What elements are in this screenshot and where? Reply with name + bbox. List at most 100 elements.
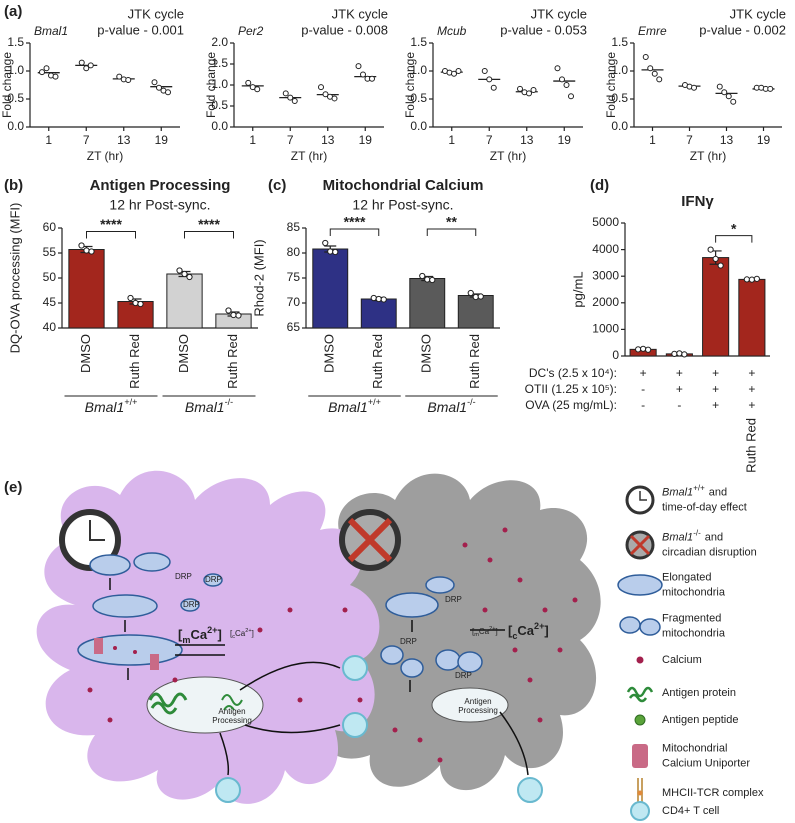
chart-subtitle: 12 hr Post-sync. — [109, 197, 210, 213]
x-tick-label: DMSO — [78, 334, 93, 373]
text-part: 2+ — [245, 628, 251, 634]
significance-label: * — [731, 220, 737, 236]
gene-name: Mcub — [437, 24, 467, 38]
text-part: -/- — [225, 397, 234, 407]
bar — [409, 278, 446, 329]
data-point — [753, 275, 760, 282]
y-tick-label: 0 — [612, 348, 619, 362]
y-tick-label: 1.0 — [7, 63, 24, 77]
y-tick-label: 0.5 — [611, 91, 628, 105]
mitochondrion — [203, 573, 223, 587]
condition-mark: - — [677, 398, 681, 412]
data-point — [370, 294, 377, 302]
gene-name: Emre — [638, 24, 667, 38]
data-point — [642, 54, 649, 60]
significance-label: **** — [100, 216, 122, 232]
mitochondrion — [425, 576, 455, 594]
data-point — [517, 85, 523, 92]
x-tick-label: 13 — [720, 133, 734, 147]
data-point — [563, 82, 570, 88]
text-part: Ca — [235, 629, 246, 638]
data-point — [490, 84, 497, 91]
significance-label: **** — [198, 216, 220, 232]
group-label: Bmal1-/- — [427, 397, 475, 414]
data-point — [743, 276, 750, 283]
significance-bracket — [184, 231, 234, 239]
x-tick-label: Ruth Red — [467, 334, 482, 389]
y-tick-label: 0.0 — [410, 119, 427, 133]
y-tick-label: 1.5 — [211, 56, 228, 70]
chart-title: IFNγ — [681, 193, 714, 210]
y-tick-label: 65 — [287, 320, 301, 334]
data-point — [419, 272, 426, 280]
data-point — [451, 70, 457, 77]
mitochondrion — [385, 592, 439, 618]
data-point — [676, 350, 683, 357]
x-axis-label: ZT (hr) — [291, 149, 327, 163]
data-point — [225, 307, 232, 314]
y-tick-label: 70 — [287, 295, 301, 309]
text-part: Bmal1 — [328, 399, 368, 415]
data-point — [291, 97, 298, 104]
text-part: Ca — [479, 627, 490, 636]
y-axis-label: Fold change — [204, 52, 218, 118]
significance-label: ** — [446, 214, 457, 230]
data-point — [635, 346, 642, 353]
gene-name: Bmal1 — [34, 24, 68, 38]
annotation: JTK cycle — [332, 6, 388, 21]
y-tick-label: 1.0 — [211, 77, 228, 91]
bar — [68, 249, 105, 329]
text-part: m — [182, 635, 190, 645]
text-part: and — [709, 486, 727, 498]
panel-label: (c) — [268, 177, 286, 194]
chart-title: Mitochondrial Calcium — [323, 177, 484, 194]
legend-label: Mitochondrial — [662, 742, 727, 754]
calcium-dots — [87, 527, 578, 763]
y-axis-label: DQ-OVA processing (MFI) — [7, 203, 22, 354]
data-point — [125, 76, 132, 83]
text-part: Bmal1 — [185, 399, 225, 415]
gene-name: Per2 — [238, 24, 264, 38]
x-tick-label: 19 — [155, 133, 169, 147]
y-tick-label: 1000 — [592, 322, 619, 336]
data-point — [230, 311, 237, 319]
text-part: -/- — [693, 528, 701, 537]
data-point — [691, 84, 697, 91]
x-tick-label: DMSO — [322, 334, 337, 373]
data-point — [429, 276, 436, 284]
y-tick-label: 1.5 — [410, 35, 427, 49]
condition-mark: - — [641, 398, 645, 412]
legend-label: CD4+ T cell — [662, 805, 719, 817]
x-tick-label: 1 — [649, 133, 656, 147]
y-axis-label: Fold change — [604, 52, 618, 118]
y-tick-label: 45 — [43, 295, 57, 309]
text-part: Bmal1 — [662, 486, 693, 498]
mitochondrion — [400, 658, 424, 678]
y-tick-label: 85 — [287, 220, 301, 234]
legend-icons — [617, 485, 663, 808]
text-part: [ — [230, 629, 233, 638]
y-tick-label: 0.0 — [611, 119, 628, 133]
data-point — [554, 65, 561, 72]
text-part: m — [474, 632, 479, 638]
text-part: Ca — [190, 627, 207, 642]
diagram: DRP DRP DRP DRP DRP DRP Antigen Processi… — [36, 470, 663, 808]
data-point — [83, 65, 90, 72]
drp-label: DRP — [175, 572, 192, 581]
y-tick-label: 0.0 — [7, 119, 24, 133]
condition-mark: + — [748, 366, 755, 380]
data-point — [369, 75, 375, 82]
legend-label: mitochondria — [662, 627, 726, 639]
data-point — [467, 289, 474, 297]
antigen-protein — [221, 694, 243, 711]
chart-title: Antigen Processing — [90, 177, 231, 194]
mitochondrion — [180, 598, 200, 612]
x-tick-label: DMSO — [419, 334, 434, 373]
condition-mark: + — [748, 398, 755, 412]
mito-calcium-label: [mCa2+] — [472, 626, 498, 638]
data-point — [526, 90, 532, 97]
text-part: [ — [508, 623, 513, 638]
data-point — [712, 255, 719, 263]
data-point — [767, 85, 774, 92]
